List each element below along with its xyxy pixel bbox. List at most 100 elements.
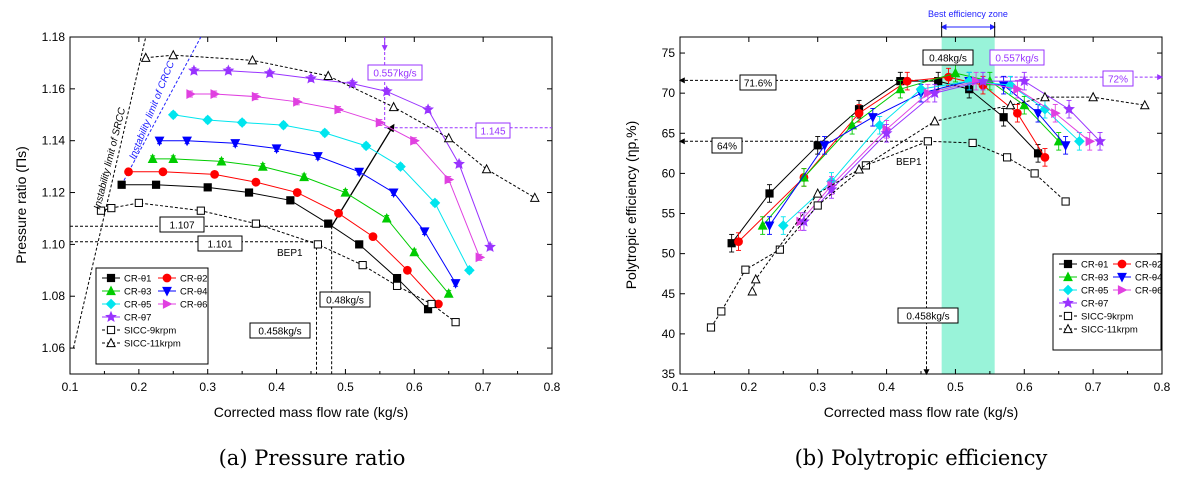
mass-0557-label-a: 0.557kg/s [373,69,416,80]
data-point [355,240,364,249]
eff-64-label: 64% [717,142,737,153]
legend-label: CR-θ1 [1081,260,1108,271]
data-point [375,117,386,128]
legend-label: CR-θ2 [1135,260,1162,271]
x-tick-label: 0.5 [947,380,964,394]
data-point [1053,135,1064,146]
data-point [453,157,465,170]
data-point [251,219,261,228]
data-point [340,187,351,197]
data-point [263,67,276,79]
legend-label: CR-θ6 [180,300,207,311]
data-point [182,136,192,147]
legend-marker [106,325,116,335]
legend-marker [1062,284,1074,296]
data-point [380,85,393,97]
data-point [222,64,235,76]
eff-72-label: 72% [1108,75,1128,86]
data-point [764,221,775,232]
data-point [1061,197,1070,206]
data-point [444,174,455,185]
legend-label: SICC-11krpm [124,339,181,350]
y-tick-label: 75 [662,46,676,60]
series-line [803,80,1101,222]
data-point [381,212,392,223]
y-tick-label: 1.18 [42,30,66,44]
legend-b: CR-θ1 CR-θ2 CR-θ3 CR-θ4 CR-θ5 CR-θ6 CR-θ7 SICC-… [1052,253,1162,351]
data-point [299,171,310,182]
series-line [100,202,456,323]
y-tick-label: 55 [662,207,676,221]
data-point [529,192,540,202]
data-point [706,323,716,332]
series-CR-θ2 [124,167,443,309]
data-point [395,161,406,172]
y-tick-label: 1.08 [42,289,66,303]
legend-label: CR-θ4 [180,287,207,298]
data-point [977,74,989,87]
bep1-label-a: BEP1 [277,248,303,259]
data-point [293,96,303,107]
series-SICC-9krpm [706,137,1070,332]
legend-label: CR-θ2 [180,274,207,285]
data-point [999,113,1008,122]
data-point [747,285,758,296]
value-box-64 [711,137,743,154]
data-point [368,232,378,242]
data-point [230,139,241,149]
data-point [1088,91,1099,102]
legend-label: SICC-9krpm [1081,312,1133,323]
legend-marker [1117,259,1127,269]
value-box-0458-a [249,322,311,339]
bep1-label-b: BEP1 [896,157,922,168]
data-point [915,83,927,95]
legend-label: CR-θ7 [124,313,151,324]
x-tick-label: 0.4 [878,380,895,394]
data-point [1013,108,1022,118]
data-point [236,117,248,128]
series-line [145,54,536,199]
legend-label: CR-θ7 [1081,299,1108,310]
y-tick-label: 70 [662,86,676,100]
data-point [196,206,205,215]
data-point [323,70,334,80]
y-axis-title-a: Pressure ratio (Πs) [13,146,29,263]
data-point [392,281,402,290]
y-tick-label: 1.14 [42,134,66,148]
x-tick-label: 0.8 [1154,380,1171,394]
legend-marker [1063,271,1073,282]
x-tick-label: 0.1 [672,380,689,394]
data-point [360,140,372,152]
series-CR-θ5 [777,71,1085,235]
x-tick-label: 0.8 [544,380,561,394]
data-point [216,155,227,166]
data-point [775,245,784,254]
data-point [717,307,726,316]
data-point [968,138,977,148]
data-point [874,119,885,131]
legend-marker [1117,272,1127,283]
y-tick-label: 1.06 [42,341,66,355]
data-point [312,152,323,162]
legend-marker [162,299,173,309]
x-tick-label: 0.4 [268,380,285,394]
eff-716-label: 71.6% [744,79,772,90]
data-point [902,76,912,86]
caption-a: (a) Pressure ratio [219,446,406,470]
series-SICC-9krpm [96,198,460,327]
legend-marker [1063,311,1073,321]
legend-label: CR-θ3 [1081,273,1108,284]
data-point [292,188,302,197]
x-tick-label: 0.2 [741,380,758,394]
data-point [1060,141,1071,151]
data-point [750,273,761,284]
mass-0557-label-b: 0.557kg/s [995,54,1038,65]
x-tick-label: 0.7 [475,380,492,394]
data-point [429,197,441,209]
data-point [244,188,254,197]
data-point [203,183,212,192]
data-point [334,104,345,115]
legend-label: CR-θ5 [1081,286,1108,297]
data-point [251,177,261,187]
data-point [1033,109,1043,119]
